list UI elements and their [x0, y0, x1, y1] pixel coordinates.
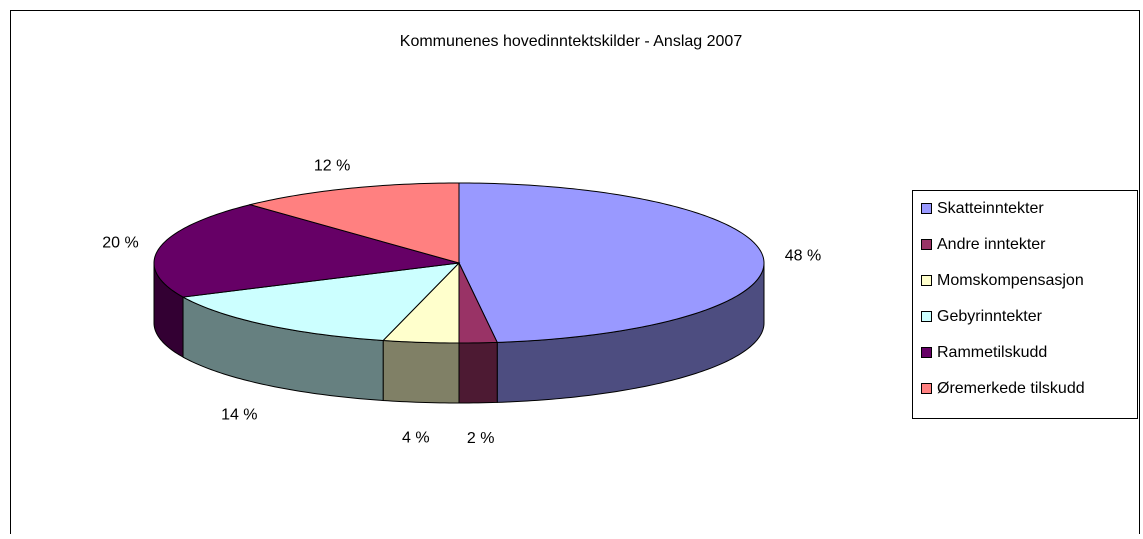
legend-label: Rammetilskudd	[937, 344, 1047, 361]
legend-box	[912, 190, 1138, 419]
legend-swatch	[921, 239, 932, 250]
chart-frame	[10, 10, 1140, 534]
slice	[458, 262, 499, 344]
legend-swatch	[921, 203, 932, 214]
legend-swatch	[921, 383, 932, 394]
slice-side	[458, 341, 498, 404]
data-label: 20 %	[102, 235, 138, 252]
legend-swatch	[921, 347, 932, 358]
legend-swatch	[921, 311, 932, 322]
legend-label: Skatteinntekter	[937, 200, 1044, 217]
data-label: 48 %	[785, 248, 821, 265]
legend-label: Momskompensasjon	[937, 272, 1084, 289]
legend-label: Andre inntekter	[937, 236, 1046, 253]
slice	[458, 182, 765, 343]
legend-label: Gebyrinntekter	[937, 308, 1043, 325]
slice	[181, 262, 461, 342]
slice-side	[382, 339, 460, 404]
slice	[153, 204, 460, 298]
legend-label: Øremerkede tilskudd	[937, 380, 1085, 397]
data-label: 2 %	[467, 430, 495, 447]
data-label: 14 %	[221, 406, 257, 423]
slice	[248, 182, 460, 264]
legend-swatch	[921, 275, 932, 286]
chart-title: Kommunenes hovedinntektskilder - Anslag …	[400, 33, 743, 50]
data-label: 4 %	[402, 429, 430, 446]
data-label: 12 %	[314, 158, 350, 175]
